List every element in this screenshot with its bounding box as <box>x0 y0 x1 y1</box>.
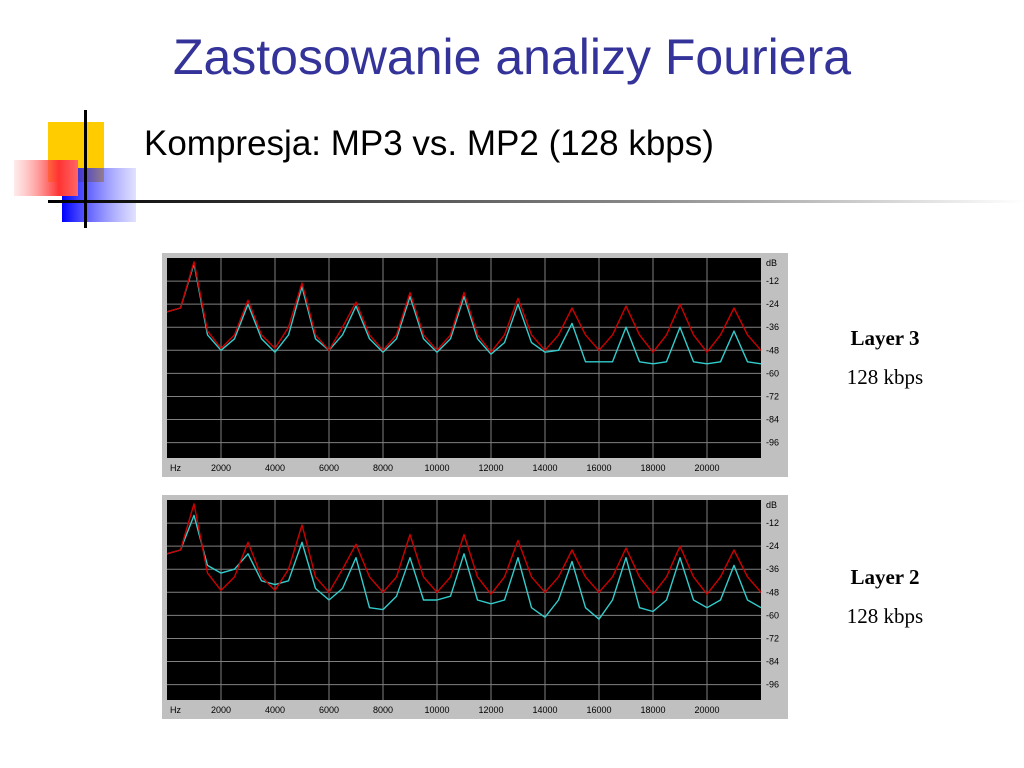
x-tick-label: 4000 <box>265 463 285 473</box>
layer2-bitrate: 128 kbps <box>846 604 924 628</box>
y-tick-label: -96 <box>766 438 779 448</box>
y-tick-label: -48 <box>766 345 779 355</box>
plot-area <box>167 500 761 700</box>
series-compressed-line <box>166 263 762 365</box>
spectrum-panel-layer3: 2000 4000 6000 8000 10000 12000 14000 16000 1800… <box>162 253 788 477</box>
series-original-line <box>166 503 762 595</box>
slide-subtitle: Kompresja: MP3 vs. MP2 (128 kbps) <box>144 124 714 163</box>
spectrum-panel-layer2: 2000 4000 6000 8000 10000 12000 14000 16000 1800… <box>162 495 788 719</box>
y-tick-label: -12 <box>766 518 779 528</box>
x-unit-label: Hz <box>170 705 181 715</box>
plot-area <box>167 258 761 458</box>
x-tick-label: 4000 <box>265 705 285 715</box>
layer3-name: Layer 3 <box>850 326 920 350</box>
layer2-name: Layer 2 <box>850 565 920 589</box>
y-tick-label: -24 <box>766 299 779 309</box>
x-tick-label: 8000 <box>373 705 393 715</box>
y-unit-label: dB <box>766 258 777 268</box>
x-tick-label: 20000 <box>694 705 719 715</box>
x-tick-label: 18000 <box>640 705 665 715</box>
y-tick-label: -36 <box>766 322 779 332</box>
x-tick-label: 12000 <box>478 463 503 473</box>
spectrum-chart-layer2: 2000 4000 6000 8000 10000 12000 14000 16000 1800… <box>162 495 788 719</box>
x-tick-label: 14000 <box>532 705 557 715</box>
vertical-rule <box>84 110 87 228</box>
spectrum-chart-layer3: 2000 4000 6000 8000 10000 12000 14000 16000 1800… <box>162 253 788 477</box>
x-tick-label: 6000 <box>319 705 339 715</box>
y-tick-label: -24 <box>766 541 779 551</box>
layer3-caption: Layer 3 128 kbps <box>800 326 970 390</box>
x-tick-label: 18000 <box>640 463 665 473</box>
layer2-caption: Layer 2 128 kbps <box>800 565 970 629</box>
layer3-bitrate: 128 kbps <box>846 365 924 389</box>
x-tick-label: 10000 <box>424 705 449 715</box>
y-tick-label: -72 <box>766 391 779 401</box>
x-tick-label: 2000 <box>211 463 231 473</box>
y-tick-label: -36 <box>766 564 779 574</box>
x-tick-label: 2000 <box>211 705 231 715</box>
y-tick-label: -60 <box>766 610 779 620</box>
x-tick-label: 8000 <box>373 463 393 473</box>
x-tick-label: 20000 <box>694 463 719 473</box>
y-tick-label: -96 <box>766 680 779 690</box>
x-tick-label: 6000 <box>319 463 339 473</box>
series-original-line <box>166 261 762 353</box>
y-unit-label: dB <box>766 500 777 510</box>
y-tick-label: -72 <box>766 633 779 643</box>
red-bar <box>14 160 78 196</box>
y-tick-label: -84 <box>766 415 779 425</box>
y-tick-label: -60 <box>766 368 779 378</box>
x-tick-label: 10000 <box>424 463 449 473</box>
slide-title: Zastosowanie analizy Fouriera <box>172 29 852 85</box>
x-tick-label: 14000 <box>532 463 557 473</box>
horizontal-rule <box>48 200 1024 203</box>
x-unit-label: Hz <box>170 463 181 473</box>
decorative-bar-graphic <box>14 110 1024 228</box>
x-tick-label: 16000 <box>586 463 611 473</box>
x-tick-label: 12000 <box>478 705 503 715</box>
y-tick-label: -48 <box>766 587 779 597</box>
x-tick-label: 16000 <box>586 705 611 715</box>
y-tick-label: -12 <box>766 276 779 286</box>
y-tick-label: -84 <box>766 657 779 667</box>
